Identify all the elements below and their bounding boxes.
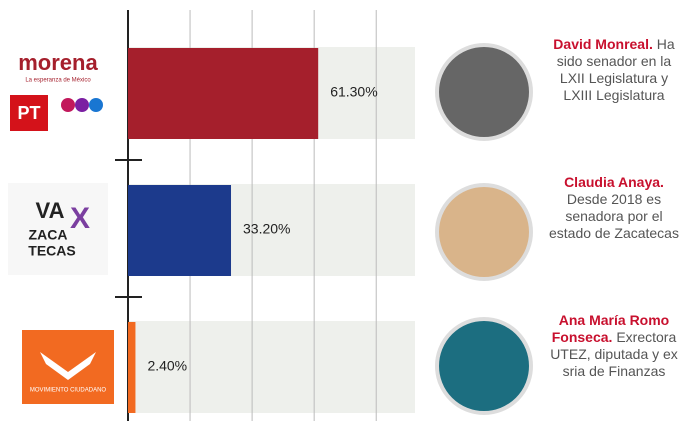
logo-shape <box>89 98 103 112</box>
logo-text: morena <box>18 50 98 75</box>
value-label: 33.20% <box>243 221 290 237</box>
bar <box>128 48 318 139</box>
value-label: 61.30% <box>330 84 377 100</box>
logo-shape <box>61 98 75 112</box>
logo-text: TECAS <box>28 243 75 259</box>
candidate-bio: Claudia Anaya. Desde 2018 es senadora po… <box>546 174 682 242</box>
bar <box>128 185 231 276</box>
candidate-name: David Monreal. <box>553 36 653 52</box>
logo-text: MOVIMIENTO CIUDADANO <box>30 388 107 394</box>
logo-shape <box>75 98 89 112</box>
logo-text: X <box>70 202 90 235</box>
candidate-photo <box>437 45 531 139</box>
logo-text: ZACA <box>29 227 68 243</box>
candidate-photo <box>437 319 531 413</box>
candidate-bio: Ana María Romo Fonseca. Exrectora UTEZ, … <box>546 312 682 380</box>
value-label: 2.40% <box>147 358 187 374</box>
candidate-name: Claudia Anaya. <box>564 174 664 190</box>
bar <box>128 322 135 413</box>
candidate-photo <box>437 185 531 279</box>
logo-text: VA <box>36 198 65 223</box>
candidate-bio: David Monreal. Ha sido senador en la LXI… <box>546 36 682 104</box>
page: morena La esperanza de México PT VA X ZA… <box>0 0 682 421</box>
logo-text: PT <box>17 103 40 123</box>
logo-text: La esperanza de México <box>25 78 91 84</box>
candidate-text: Desde 2018 es senadora por el estado de … <box>549 191 679 241</box>
